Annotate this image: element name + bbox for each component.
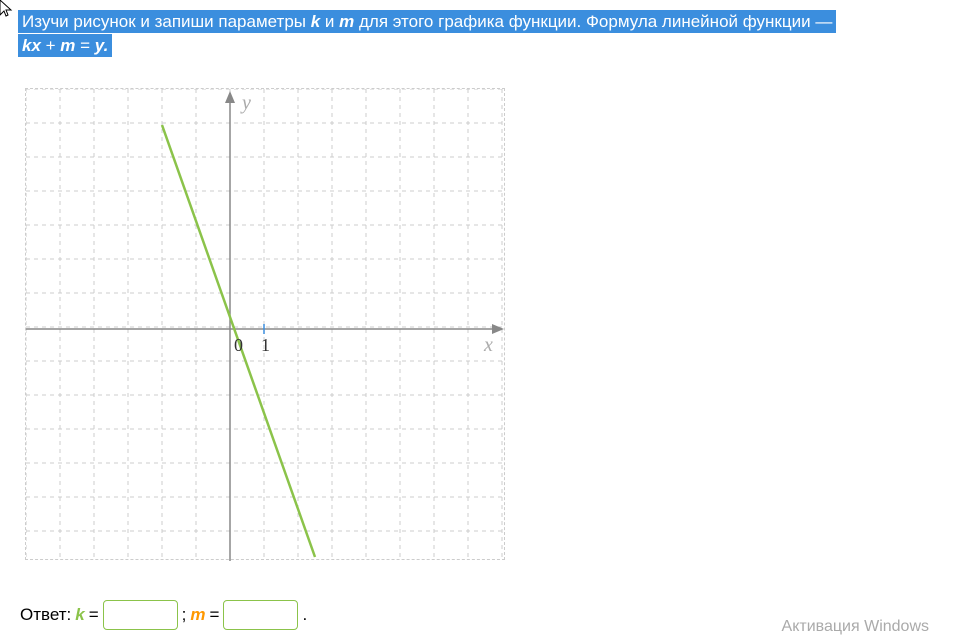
chart-svg: y x 01 xyxy=(26,89,506,561)
answer-m-label: m xyxy=(190,605,205,625)
problem-line1-end: для этого графика функции. Формула линей… xyxy=(354,12,832,31)
answer-k-label: k xyxy=(75,605,84,625)
formula-y: y. xyxy=(95,36,109,55)
svg-text:0: 0 xyxy=(234,335,243,355)
formula-kx: kx xyxy=(22,36,41,55)
svg-text:x: x xyxy=(483,334,493,356)
svg-text:y: y xyxy=(240,92,251,114)
k-input[interactable] xyxy=(103,600,178,630)
answer-period: . xyxy=(302,605,307,625)
formula-eq: = xyxy=(75,36,94,55)
problem-text: Изучи рисунок и запиши параметры k и m д… xyxy=(18,10,836,58)
answer-separator: ; xyxy=(182,605,187,625)
m-input[interactable] xyxy=(223,600,298,630)
var-k: k xyxy=(311,12,320,31)
formula-plus: + xyxy=(41,36,60,55)
text-and: и xyxy=(320,12,339,31)
answer-equals-1: = xyxy=(89,605,99,625)
answer-equals-2: = xyxy=(210,605,220,625)
var-m: m xyxy=(339,12,354,31)
answer-label: Ответ: xyxy=(20,605,71,625)
svg-text:1: 1 xyxy=(261,335,270,355)
problem-line1: Изучи рисунок и запиши параметры xyxy=(22,12,311,31)
watermark: Активация Windows xyxy=(782,618,929,636)
cursor-icon xyxy=(0,0,14,18)
chart: y x 01 xyxy=(25,88,505,560)
formula-m: m xyxy=(60,36,75,55)
answer-row: Ответ: k = ; m = . xyxy=(20,600,307,630)
